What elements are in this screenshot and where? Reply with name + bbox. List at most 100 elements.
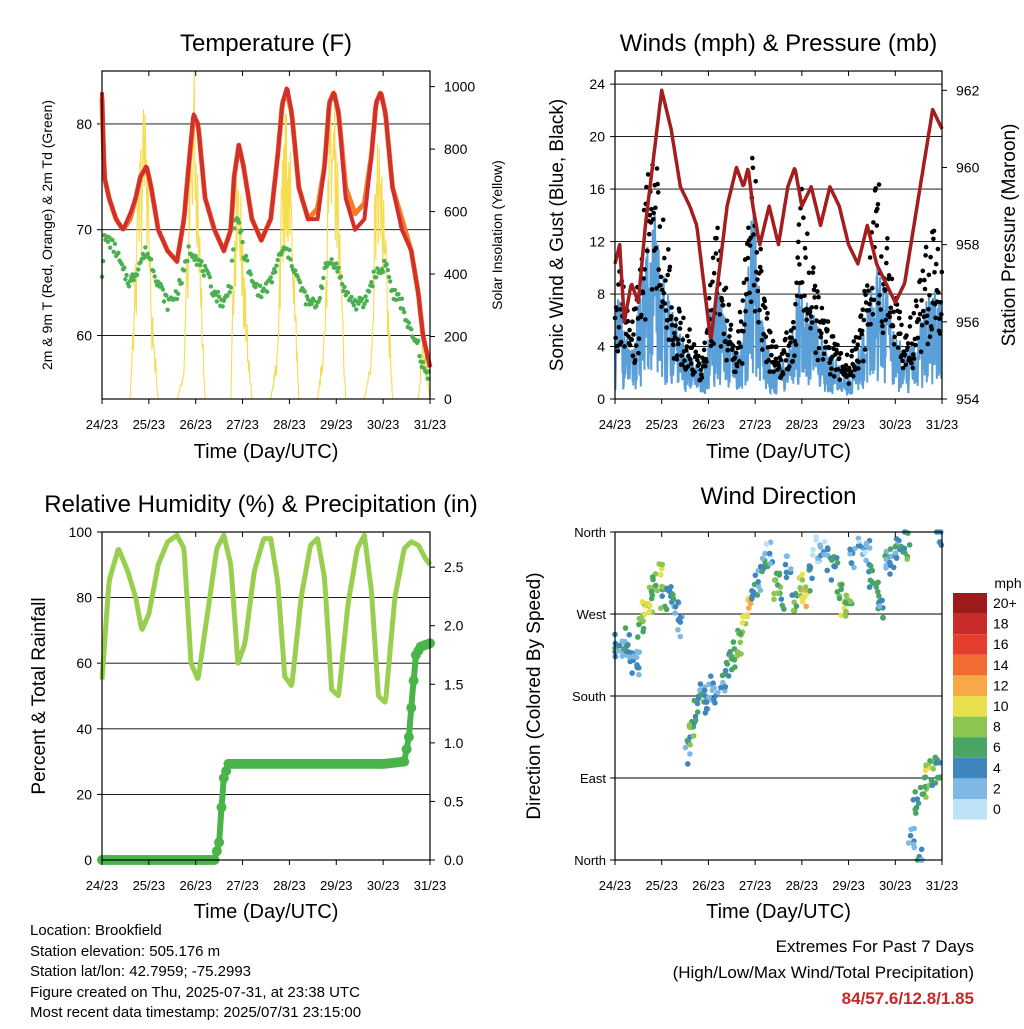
gust-point [778,357,784,363]
gust-point [933,261,939,267]
wind-direction-point [744,613,751,620]
wind-direction-point [724,661,731,667]
wind-direction-point [634,648,640,655]
gust-point [684,344,690,349]
wind-direction-point [746,605,752,611]
gust-point [900,358,905,364]
wind-direction-point [755,583,762,589]
dewpoint-point [329,257,334,262]
wind-direction-point [773,570,780,577]
gust-point [905,341,911,346]
speed-legend-label: 4 [993,760,1001,776]
wind-direction-point [749,593,756,599]
gust-point [646,231,652,237]
dewpoint-point [338,274,344,279]
dewpoint-point [303,302,308,307]
dewpoint-point [373,275,379,280]
dewpoint-point [179,281,184,286]
rh-xtick-label: 29/23 [320,878,353,893]
gust-point [926,272,932,278]
wind-xlabel: Time (Day/UTC) [706,441,851,463]
gust-point [910,365,915,371]
rh-frame [101,531,431,861]
gust-point [658,274,664,280]
wind-direction-point [677,633,684,640]
gust-point [884,245,890,251]
dewpoint-point [143,245,148,250]
dewpoint-point [131,277,136,283]
temp-xtick-label: 24/23 [86,417,119,432]
gust-point [879,319,885,324]
gust-point [682,358,687,363]
station-elevation: Station elevation: 505.176 m [30,942,221,960]
wind-direction-point [888,553,895,560]
wind-direction-point [824,545,831,551]
gust-point [644,184,649,190]
gust-point [769,352,774,358]
wind-ylabel: Sonic Wind & Gust (Blue, Black) [547,99,568,371]
temp-xtick-label: 31/23 [414,417,447,432]
wind-direction-point [917,784,924,791]
gust-point [666,247,671,252]
dewpoint-point [240,239,245,245]
dewpoint-point [341,288,346,294]
wind-direction-point [834,555,840,561]
dewpoint-point [250,280,256,285]
rh-xtick-label: 24/23 [86,878,119,893]
gust-point [932,270,937,275]
dewpoint-point [192,257,197,263]
gust-point [673,323,678,329]
gust-point [643,317,648,322]
dewpoint-point [396,292,401,297]
gust-point [758,246,763,252]
gust-point [880,323,885,329]
gust-point [636,350,641,356]
speed-legend-label: 0 [993,801,1001,817]
wind-direction-point [684,761,691,767]
dewpoint-point [324,264,330,269]
station-latlon: Station lat/lon: 42.7959; -75.2993 [30,963,252,980]
rh-ytick-label: 60 [76,655,92,671]
gust-point [740,298,746,303]
gust-point [925,341,931,347]
wind-direction-point [708,673,714,679]
wind-direction-point [803,603,809,610]
wind-direction-point [639,599,646,605]
speed-legend-swatch [953,737,987,758]
gust-point [924,313,930,319]
gust-point [935,246,941,252]
gust-point [701,347,707,353]
gust-point [933,315,938,321]
gust-point [829,366,834,372]
wind-direction-point [654,587,661,594]
speed-legend-label: 12 [993,677,1009,693]
gust-point [826,345,832,351]
gust-point [703,363,708,369]
gust-point [837,377,843,383]
temp-y2tick-label: 400 [444,266,468,282]
dewpoint-point [382,258,387,264]
gust-point [640,290,646,296]
gust-point [892,334,897,340]
gust-point [902,352,908,358]
gust-point [731,343,736,349]
gust-point [822,345,828,350]
extremes-values: 84/57.6/12.8/1.85 [841,989,974,1008]
gust-point [750,165,756,171]
dewpoint-point [208,284,214,289]
wind-xtick-label: 27/23 [739,417,772,432]
wind-direction-point [906,542,913,548]
wind-direction-point [788,566,794,572]
total-rainfall-point [408,675,419,686]
speed-legend-swatch [953,696,987,717]
gust-point [695,357,700,363]
wind-direction-point [838,612,844,619]
wind-direction-point [767,539,774,546]
wind-direction-point [836,595,843,602]
dewpoint-point [259,294,264,300]
gust-point [884,260,889,266]
wind-frame [614,70,943,400]
gust-point [804,317,809,323]
gust-point [674,353,680,358]
dir-title: Wind Direction [700,483,856,510]
